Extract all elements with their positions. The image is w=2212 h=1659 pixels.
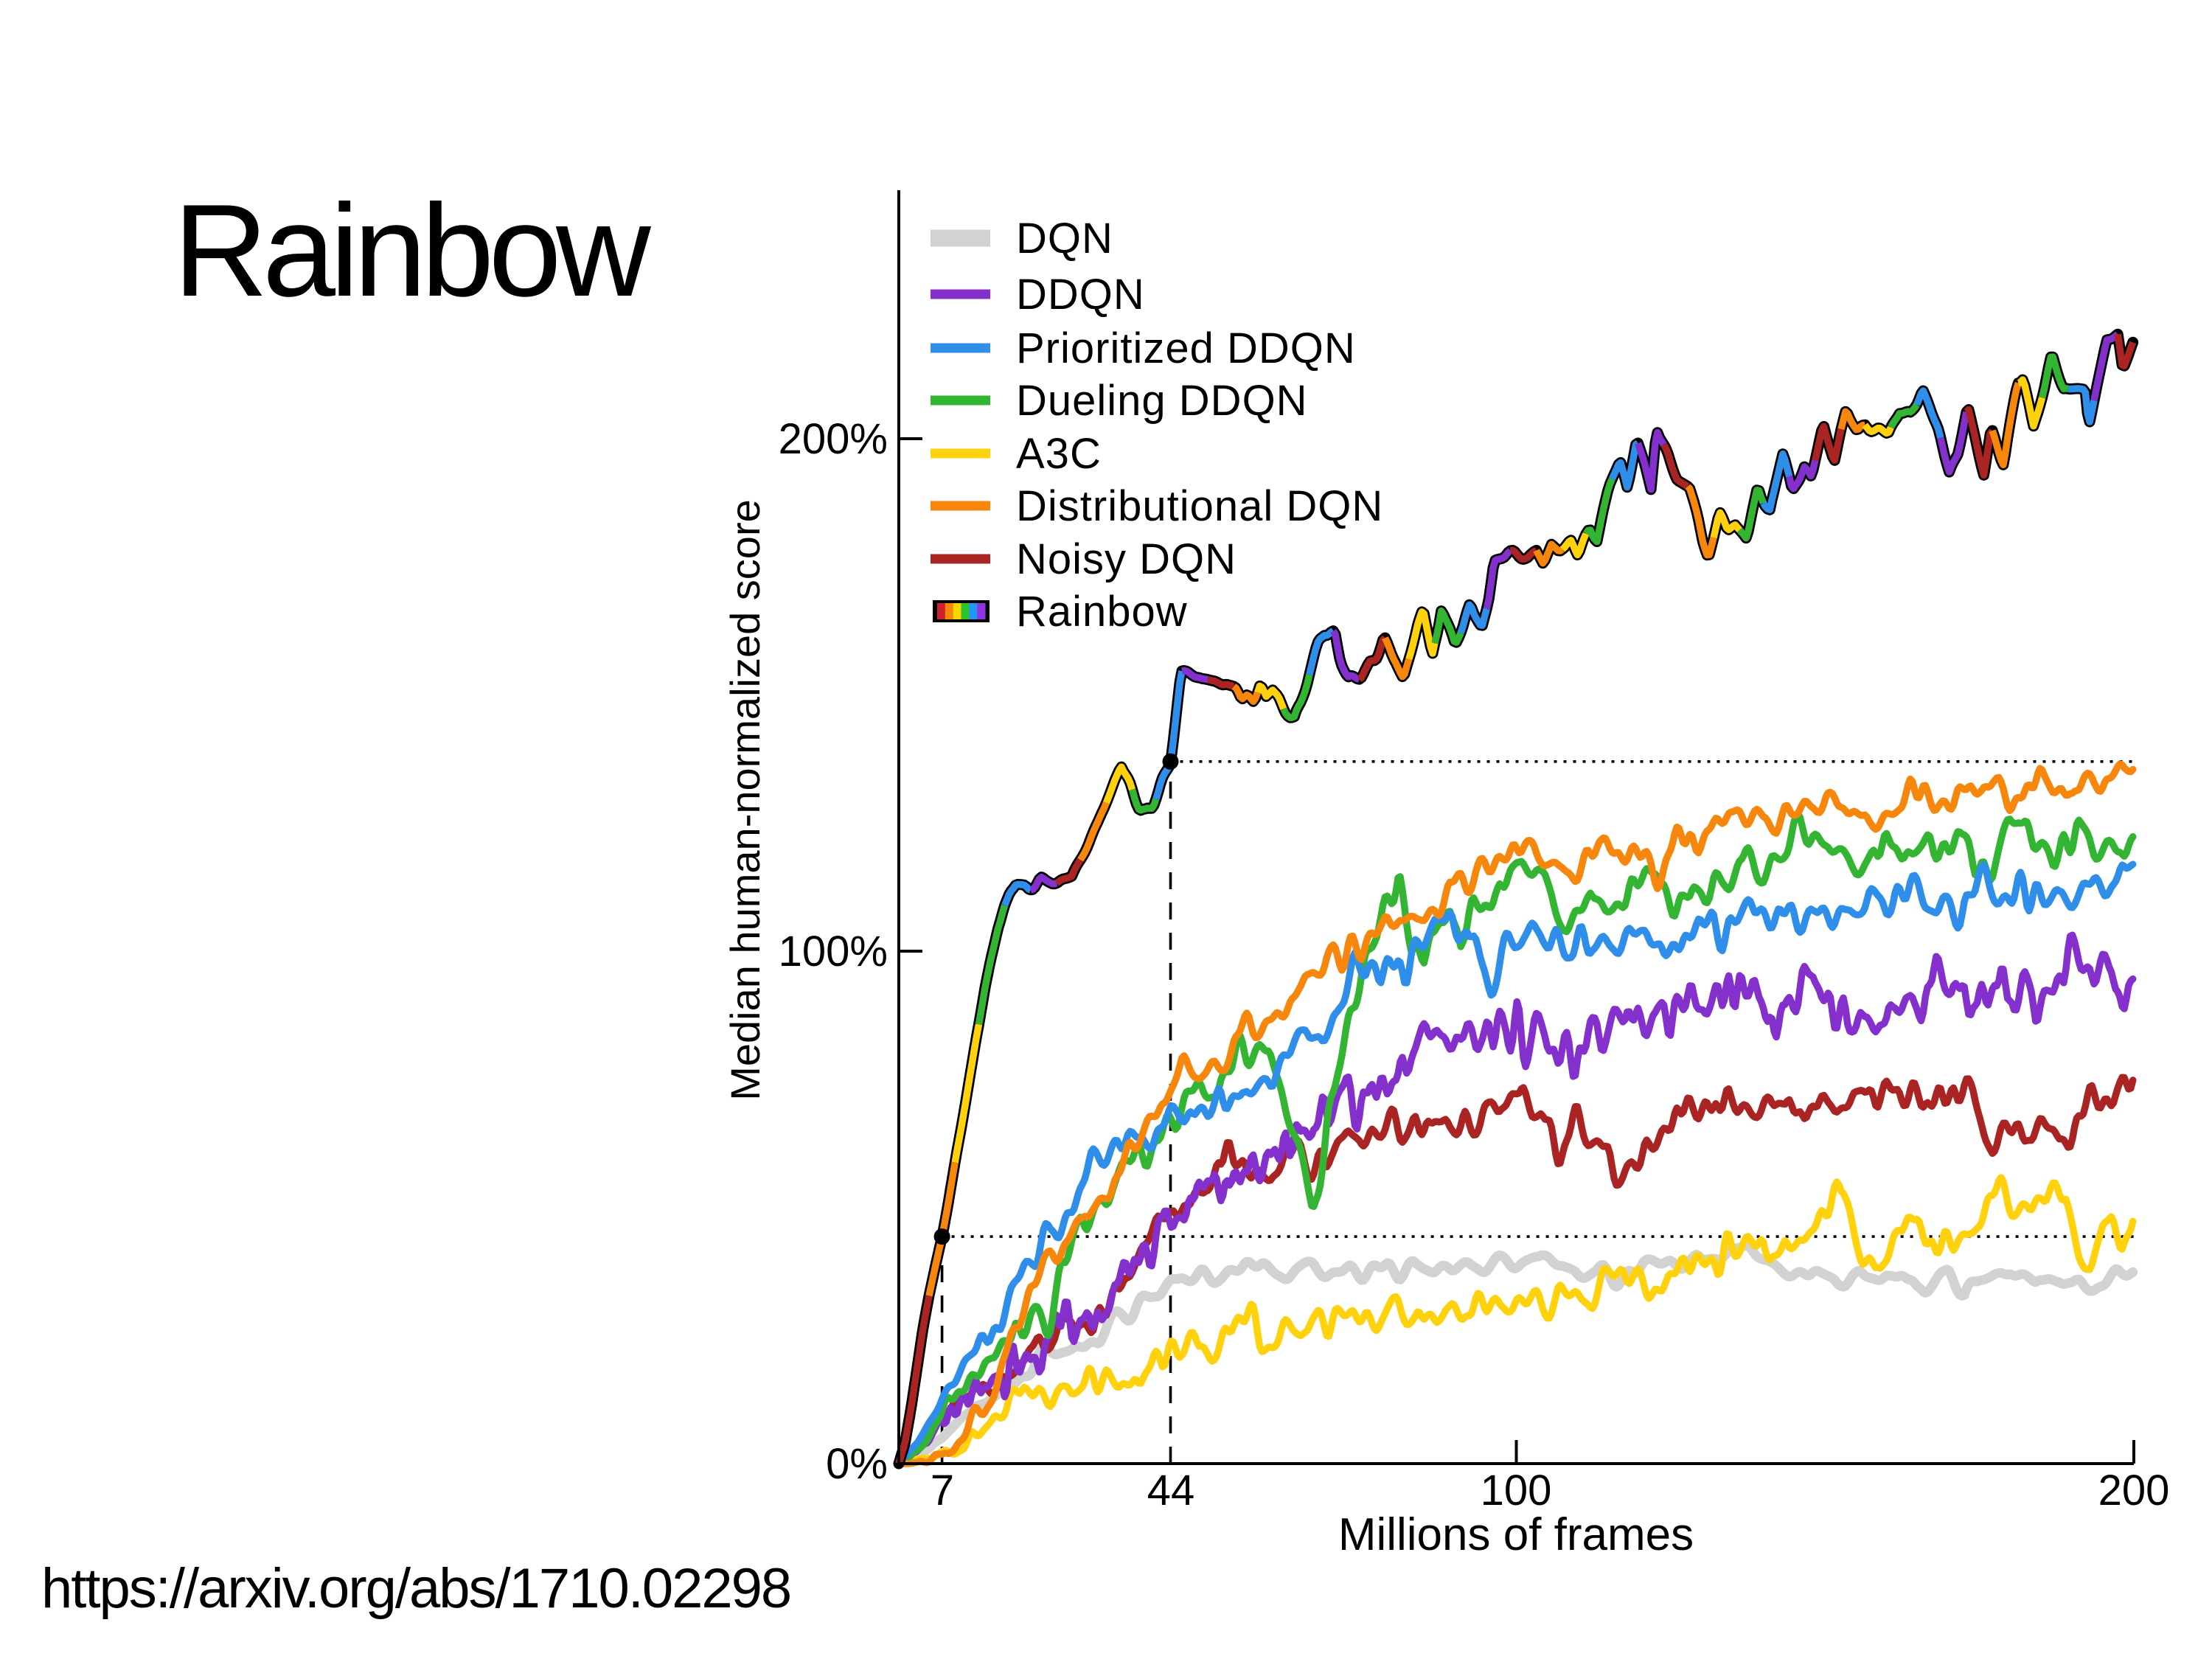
svg-text:Prioritized DDQN: Prioritized DDQN <box>1016 324 1356 372</box>
svg-text:Millions of frames: Millions of frames <box>1338 1509 1694 1560</box>
svg-text:A3C: A3C <box>1016 430 1102 478</box>
svg-text:44: 44 <box>1147 1467 1195 1514</box>
svg-text:7: 7 <box>931 1467 954 1514</box>
svg-text:200%: 200% <box>779 415 888 463</box>
svg-text:DDQN: DDQN <box>1016 271 1145 319</box>
svg-text:Rainbow: Rainbow <box>1016 588 1188 636</box>
svg-text:DQN: DQN <box>1016 215 1113 262</box>
svg-text:200: 200 <box>2098 1467 2170 1514</box>
svg-text:Median human-normalized score: Median human-normalized score <box>722 499 768 1101</box>
svg-text:100: 100 <box>1481 1467 1552 1514</box>
svg-text:Distributional DQN: Distributional DQN <box>1016 482 1383 530</box>
svg-text:Dueling DDQN: Dueling DDQN <box>1016 377 1308 425</box>
svg-text:0%: 0% <box>826 1440 888 1488</box>
svg-text:100%: 100% <box>779 928 888 975</box>
svg-text:Noisy DQN: Noisy DQN <box>1016 535 1237 583</box>
